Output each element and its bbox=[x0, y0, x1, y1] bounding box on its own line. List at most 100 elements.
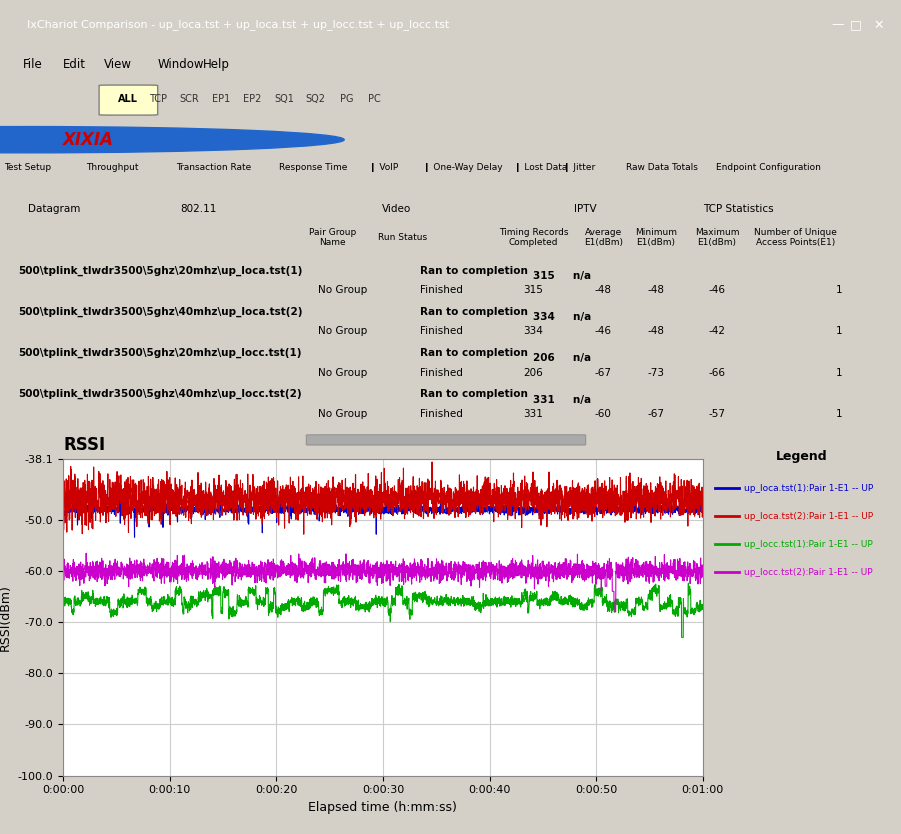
Text: Endpoint Configuration: Endpoint Configuration bbox=[716, 163, 821, 173]
Text: XIXIA: XIXIA bbox=[63, 131, 114, 148]
Text: Ran to completion: Ran to completion bbox=[420, 265, 528, 275]
Text: Pair Group
Name: Pair Group Name bbox=[309, 228, 356, 248]
Text: 206: 206 bbox=[523, 368, 543, 378]
Text: Edit: Edit bbox=[63, 58, 86, 71]
Text: -42: -42 bbox=[708, 326, 725, 336]
up_locc.tst(1):Pair 1-E1 -- UP bbox=[236, 600, 247, 610]
Text: Maximum
E1(dBm): Maximum E1(dBm) bbox=[695, 228, 739, 248]
Text: 802.11: 802.11 bbox=[180, 203, 216, 214]
Text: ALL: ALL bbox=[118, 94, 139, 104]
Line: up_loca.tst(1):Pair 1-E1 -- UP: up_loca.tst(1):Pair 1-E1 -- UP bbox=[63, 488, 703, 537]
up_locc.tst(1):Pair 1-E1 -- UP bbox=[637, 598, 648, 608]
up_loca.tst(1):Pair 1-E1 -- UP bbox=[697, 506, 708, 516]
up_loca.tst(1):Pair 1-E1 -- UP bbox=[328, 483, 339, 493]
Text: -46: -46 bbox=[595, 326, 612, 336]
Text: up_loca.tst(2):Pair 1-E1 -- UP: up_loca.tst(2):Pair 1-E1 -- UP bbox=[744, 512, 873, 521]
Text: 206     n/a: 206 n/a bbox=[533, 354, 592, 364]
Text: Finished: Finished bbox=[420, 368, 462, 378]
Text: EP1: EP1 bbox=[212, 94, 230, 104]
up_locc.tst(1):Pair 1-E1 -- UP bbox=[58, 599, 68, 609]
Text: -60: -60 bbox=[595, 409, 612, 419]
Text: ❙ VoIP: ❙ VoIP bbox=[369, 163, 398, 173]
up_loca.tst(2):Pair 1-E1 -- UP bbox=[456, 476, 467, 486]
up_locc.tst(2):Pair 1-E1 -- UP bbox=[697, 563, 708, 573]
up_locc.tst(2):Pair 1-E1 -- UP bbox=[195, 565, 205, 575]
Text: 500\tplink_tlwdr3500\5ghz\20mhz\up_locc.tst(1): 500\tplink_tlwdr3500\5ghz\20mhz\up_locc.… bbox=[18, 348, 301, 358]
Text: SQ2: SQ2 bbox=[305, 94, 325, 104]
Text: Average
E1(dBm): Average E1(dBm) bbox=[584, 228, 623, 248]
Line: up_locc.tst(1):Pair 1-E1 -- UP: up_locc.tst(1):Pair 1-E1 -- UP bbox=[63, 583, 703, 637]
up_locc.tst(2):Pair 1-E1 -- UP bbox=[456, 580, 467, 590]
Text: No Group: No Group bbox=[318, 368, 368, 378]
Text: Legend: Legend bbox=[776, 450, 828, 463]
Text: IxChariot Comparison - up_loca.tst + up_loca.tst + up_locc.tst + up_locc.tst: IxChariot Comparison - up_loca.tst + up_… bbox=[27, 19, 450, 31]
Text: 315     n/a: 315 n/a bbox=[533, 271, 592, 281]
Text: —: — bbox=[832, 18, 844, 32]
up_locc.tst(2):Pair 1-E1 -- UP bbox=[58, 569, 68, 579]
Text: 500\tplink_tlwdr3500\5ghz\40mhz\up_locc.tst(2): 500\tplink_tlwdr3500\5ghz\40mhz\up_locc.… bbox=[18, 389, 301, 399]
Text: -67: -67 bbox=[647, 409, 664, 419]
Line: up_loca.tst(2):Pair 1-E1 -- UP: up_loca.tst(2):Pair 1-E1 -- UP bbox=[63, 462, 703, 535]
Text: -67: -67 bbox=[595, 368, 612, 378]
up_loca.tst(2):Pair 1-E1 -- UP bbox=[637, 505, 648, 515]
Text: Run Status: Run Status bbox=[378, 234, 427, 242]
Text: No Group: No Group bbox=[318, 326, 368, 336]
Line: up_locc.tst(2):Pair 1-E1 -- UP: up_locc.tst(2):Pair 1-E1 -- UP bbox=[63, 553, 703, 612]
Y-axis label: RSSI(dBm): RSSI(dBm) bbox=[0, 584, 13, 651]
Text: -57: -57 bbox=[708, 409, 725, 419]
Text: Transaction Rate: Transaction Rate bbox=[176, 163, 251, 173]
Text: 334     n/a: 334 n/a bbox=[533, 312, 592, 322]
Text: Throughput: Throughput bbox=[86, 163, 138, 173]
Text: 334: 334 bbox=[523, 326, 543, 336]
up_loca.tst(2):Pair 1-E1 -- UP bbox=[236, 496, 247, 506]
up_loca.tst(1):Pair 1-E1 -- UP bbox=[637, 502, 648, 512]
Text: 331     n/a: 331 n/a bbox=[533, 394, 592, 404]
Text: 500\tplink_tlwdr3500\5ghz\20mhz\up_loca.tst(1): 500\tplink_tlwdr3500\5ghz\20mhz\up_loca.… bbox=[18, 265, 302, 276]
up_loca.tst(1):Pair 1-E1 -- UP bbox=[129, 532, 140, 542]
up_locc.tst(1):Pair 1-E1 -- UP bbox=[697, 600, 708, 610]
up_loca.tst(2):Pair 1-E1 -- UP bbox=[697, 506, 708, 516]
up_locc.tst(1):Pair 1-E1 -- UP bbox=[697, 601, 708, 611]
FancyBboxPatch shape bbox=[306, 435, 586, 445]
up_loca.tst(2):Pair 1-E1 -- UP bbox=[298, 530, 309, 540]
Text: Test Setup: Test Setup bbox=[5, 163, 51, 173]
Text: Minimum
E1(dBm): Minimum E1(dBm) bbox=[634, 228, 677, 248]
Text: 1: 1 bbox=[836, 409, 842, 419]
up_locc.tst(2):Pair 1-E1 -- UP bbox=[637, 570, 648, 580]
Text: SQ1: SQ1 bbox=[274, 94, 294, 104]
Text: 331: 331 bbox=[523, 409, 543, 419]
Text: TCP Statistics: TCP Statistics bbox=[704, 203, 774, 214]
up_locc.tst(2):Pair 1-E1 -- UP bbox=[697, 568, 708, 578]
Text: IPTV: IPTV bbox=[574, 203, 597, 214]
up_locc.tst(1):Pair 1-E1 -- UP bbox=[456, 595, 467, 605]
up_loca.tst(1):Pair 1-E1 -- UP bbox=[445, 505, 456, 515]
Text: Ran to completion: Ran to completion bbox=[420, 389, 528, 399]
Text: No Group: No Group bbox=[318, 285, 368, 295]
Text: -48: -48 bbox=[595, 285, 612, 295]
Text: No Group: No Group bbox=[318, 409, 368, 419]
Text: File: File bbox=[23, 58, 42, 71]
up_locc.tst(2):Pair 1-E1 -- UP bbox=[609, 607, 620, 617]
Text: □: □ bbox=[850, 18, 862, 32]
Text: Ran to completion: Ran to completion bbox=[420, 307, 528, 317]
up_locc.tst(2):Pair 1-E1 -- UP bbox=[444, 560, 455, 570]
Text: Response Time: Response Time bbox=[279, 163, 348, 173]
Text: Finished: Finished bbox=[420, 409, 462, 419]
up_locc.tst(2):Pair 1-E1 -- UP bbox=[81, 548, 92, 558]
Text: -48: -48 bbox=[647, 326, 664, 336]
Text: ❙ One-Way Delay: ❙ One-Way Delay bbox=[423, 163, 503, 173]
Text: View: View bbox=[104, 58, 132, 71]
Text: EP2: EP2 bbox=[243, 94, 261, 104]
Circle shape bbox=[0, 127, 344, 153]
up_locc.tst(1):Pair 1-E1 -- UP bbox=[444, 597, 455, 607]
up_loca.tst(1):Pair 1-E1 -- UP bbox=[58, 515, 68, 525]
X-axis label: Elapsed time (h:mm:ss): Elapsed time (h:mm:ss) bbox=[308, 801, 458, 814]
Text: PC: PC bbox=[368, 94, 380, 104]
Text: 1: 1 bbox=[836, 368, 842, 378]
Text: Help: Help bbox=[203, 58, 230, 71]
Text: RSSI: RSSI bbox=[63, 436, 105, 455]
FancyBboxPatch shape bbox=[99, 85, 158, 115]
Text: SCR: SCR bbox=[179, 94, 199, 104]
Text: Finished: Finished bbox=[420, 285, 462, 295]
Text: Video: Video bbox=[382, 203, 411, 214]
